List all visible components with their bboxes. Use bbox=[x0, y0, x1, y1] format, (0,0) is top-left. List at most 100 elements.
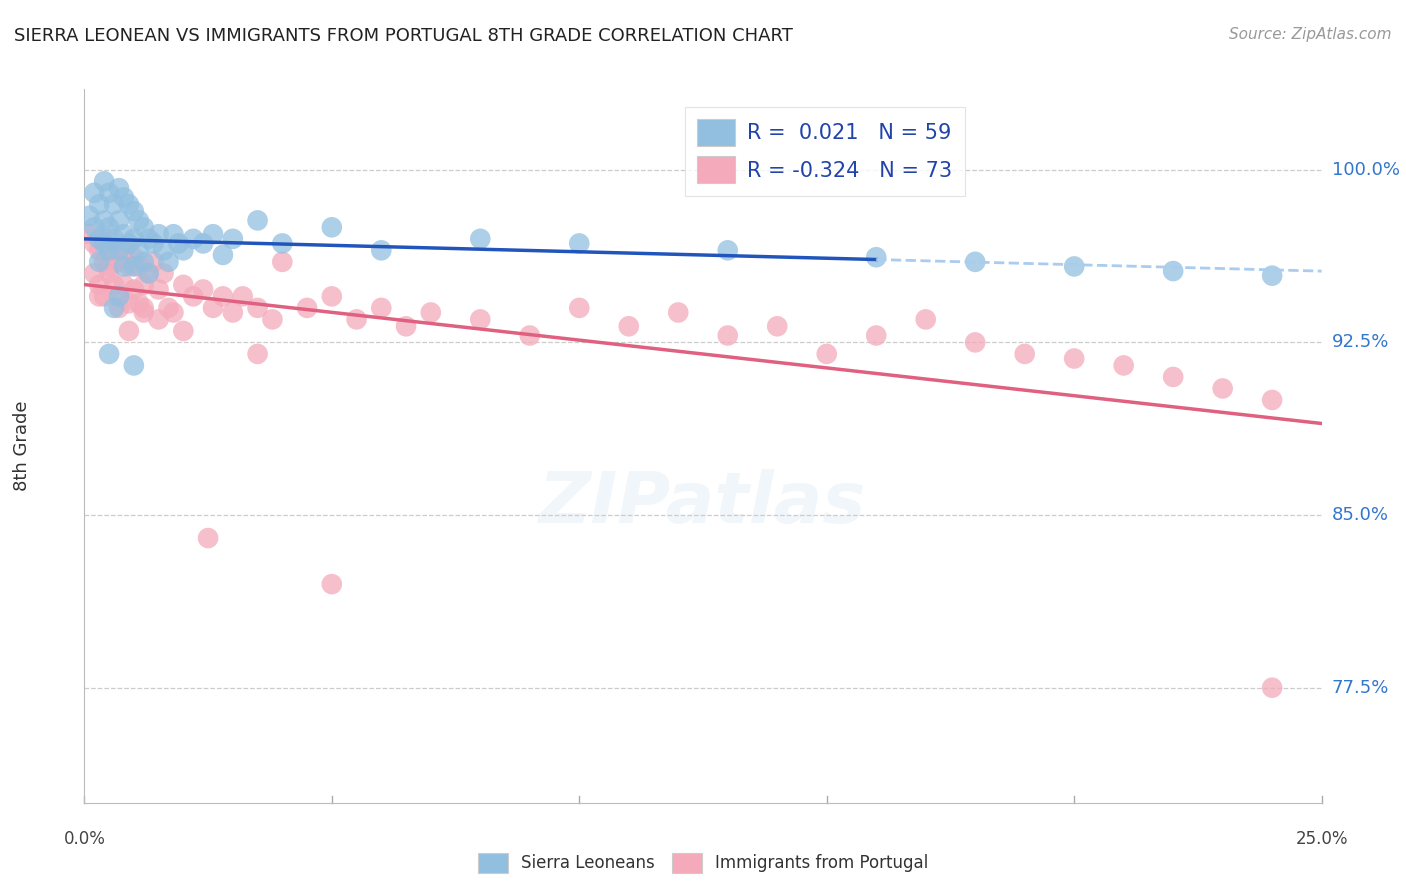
Point bbox=[132, 305, 155, 319]
Text: 85.0%: 85.0% bbox=[1331, 506, 1389, 524]
Point bbox=[1063, 351, 1085, 366]
Point bbox=[98, 244, 121, 258]
Point bbox=[202, 301, 225, 315]
Point bbox=[112, 260, 135, 274]
Point bbox=[222, 232, 245, 246]
Point bbox=[132, 301, 155, 315]
Text: 0.0%: 0.0% bbox=[63, 830, 105, 848]
Point bbox=[138, 266, 160, 280]
Text: SIERRA LEONEAN VS IMMIGRANTS FROM PORTUGAL 8TH GRADE CORRELATION CHART: SIERRA LEONEAN VS IMMIGRANTS FROM PORTUG… bbox=[14, 27, 793, 45]
Point bbox=[321, 289, 343, 303]
Point bbox=[89, 197, 111, 211]
Point bbox=[419, 305, 441, 319]
Point bbox=[98, 266, 121, 280]
Point bbox=[98, 260, 121, 274]
Point bbox=[1261, 392, 1284, 407]
Point bbox=[103, 197, 125, 211]
Legend: R =  0.021   N = 59, R = -0.324   N = 73: R = 0.021 N = 59, R = -0.324 N = 73 bbox=[685, 107, 965, 195]
Point bbox=[222, 305, 245, 319]
Point bbox=[370, 301, 392, 315]
Point bbox=[112, 277, 135, 292]
Point bbox=[346, 312, 368, 326]
Point bbox=[128, 260, 150, 274]
Point bbox=[1161, 370, 1184, 384]
Point bbox=[83, 186, 105, 200]
Point bbox=[1063, 260, 1085, 274]
Point bbox=[370, 244, 392, 258]
Point bbox=[148, 283, 170, 297]
Point bbox=[1212, 381, 1234, 395]
Point bbox=[89, 255, 111, 269]
Point bbox=[1112, 359, 1135, 373]
Point bbox=[568, 236, 591, 251]
Point bbox=[232, 289, 254, 303]
Point bbox=[93, 174, 115, 188]
Point bbox=[112, 227, 135, 242]
Point bbox=[138, 266, 160, 280]
Point bbox=[108, 301, 131, 315]
Point bbox=[128, 213, 150, 227]
Point bbox=[246, 213, 269, 227]
Point bbox=[108, 289, 131, 303]
Point bbox=[93, 213, 115, 227]
Point bbox=[246, 301, 269, 315]
Point bbox=[93, 289, 115, 303]
Text: 77.5%: 77.5% bbox=[1331, 679, 1389, 697]
Point bbox=[142, 236, 165, 251]
Point bbox=[470, 232, 492, 246]
Point bbox=[138, 232, 160, 246]
Point bbox=[108, 255, 131, 269]
Point bbox=[717, 244, 740, 258]
Point bbox=[79, 209, 101, 223]
Point bbox=[122, 260, 145, 274]
Point bbox=[321, 220, 343, 235]
Point bbox=[181, 289, 204, 303]
Point bbox=[122, 283, 145, 297]
Point bbox=[148, 227, 170, 242]
Point bbox=[98, 232, 121, 246]
Point bbox=[93, 236, 115, 251]
Point bbox=[568, 301, 591, 315]
Point bbox=[132, 220, 155, 235]
Point bbox=[103, 244, 125, 258]
Point bbox=[717, 328, 740, 343]
Point bbox=[321, 577, 343, 591]
Point bbox=[167, 236, 190, 251]
Text: 8th Grade: 8th Grade bbox=[14, 401, 31, 491]
Point bbox=[212, 248, 235, 262]
Point bbox=[83, 266, 105, 280]
Point bbox=[89, 244, 111, 258]
Point bbox=[103, 232, 125, 246]
Point bbox=[395, 319, 418, 334]
Point bbox=[1014, 347, 1036, 361]
Point bbox=[152, 266, 174, 280]
Point bbox=[89, 232, 111, 246]
Point bbox=[103, 301, 125, 315]
Point bbox=[118, 236, 141, 251]
Point bbox=[108, 181, 131, 195]
Point bbox=[766, 319, 789, 334]
Point bbox=[132, 277, 155, 292]
Point bbox=[172, 244, 194, 258]
Point bbox=[666, 305, 689, 319]
Point bbox=[112, 190, 135, 204]
Point bbox=[519, 328, 541, 343]
Point bbox=[271, 255, 294, 269]
Point bbox=[172, 277, 194, 292]
Point bbox=[122, 359, 145, 373]
Point bbox=[246, 347, 269, 361]
Point bbox=[262, 312, 284, 326]
Point bbox=[815, 347, 838, 361]
Point bbox=[172, 324, 194, 338]
Point bbox=[108, 244, 131, 258]
Point bbox=[83, 236, 105, 251]
Point bbox=[118, 260, 141, 274]
Point bbox=[108, 213, 131, 227]
Point bbox=[197, 531, 219, 545]
Point bbox=[1261, 268, 1284, 283]
Point bbox=[191, 283, 214, 297]
Point bbox=[152, 244, 174, 258]
Point bbox=[89, 289, 111, 303]
Point bbox=[89, 277, 111, 292]
Point bbox=[162, 227, 184, 242]
